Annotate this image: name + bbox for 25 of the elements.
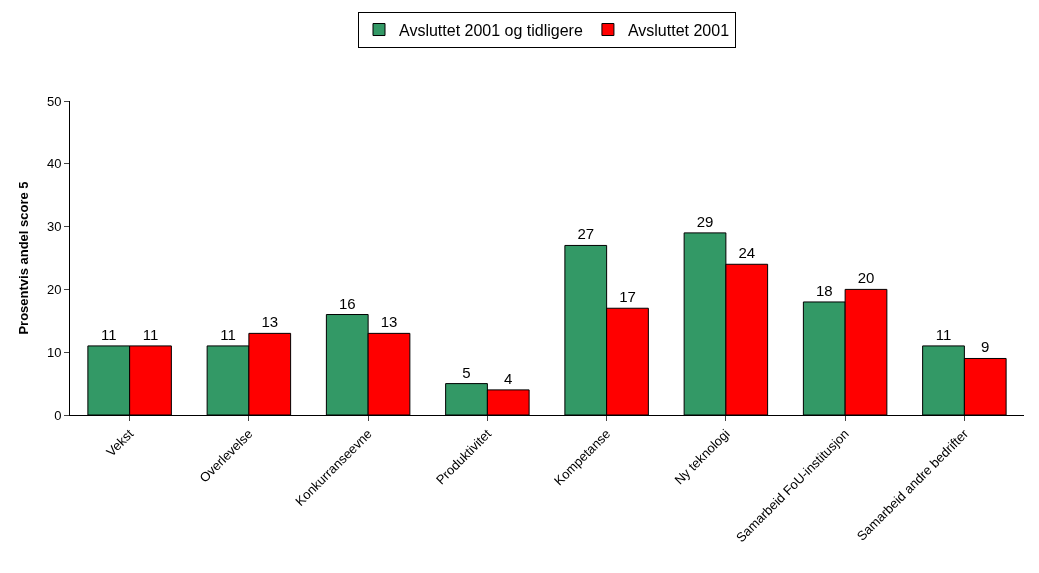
legend-label: Avsluttet 2001 (627, 21, 730, 39)
data-label: 13 (261, 313, 279, 331)
y-tick-label: 30 (46, 219, 62, 235)
data-label: 20 (857, 269, 875, 287)
data-label: 27 (577, 225, 595, 243)
data-label: 17 (619, 288, 636, 306)
y-tick-label: 50 (46, 93, 62, 109)
y-tick-label: 10 (46, 344, 62, 360)
y-tick-label: 0 (54, 407, 62, 423)
y-tick-label: 20 (46, 281, 62, 297)
data-label: 24 (738, 244, 756, 262)
data-label: 18 (815, 281, 833, 299)
data-label: 29 (696, 212, 714, 230)
data-label: 9 (981, 338, 990, 356)
data-label: 11 (220, 325, 236, 343)
legend-label: Avsluttet 2001 og tidligere (399, 21, 583, 39)
data-label: 13 (380, 313, 398, 331)
y-tick-label: 40 (46, 156, 62, 172)
data-label: 11 (935, 325, 952, 343)
data-label: 11 (100, 325, 117, 343)
data-label: 4 (504, 369, 513, 387)
y-axis-title: Prosentvis andel score 5 (15, 181, 31, 335)
data-label: 11 (142, 325, 159, 343)
data-label: 5 (462, 363, 471, 381)
data-label: 16 (338, 294, 356, 312)
